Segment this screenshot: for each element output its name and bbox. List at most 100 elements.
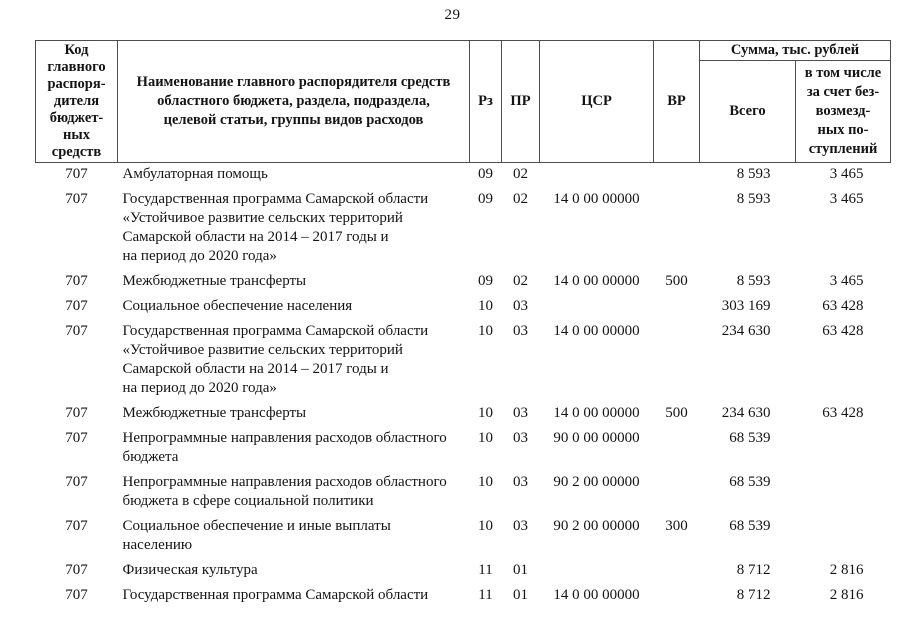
table-row: 707 Социальное обеспечение и иные выплаты… <box>36 515 891 559</box>
table-row: 707 Социальное обеспечение населения 10 03 3… <box>36 295 891 320</box>
cell-pr: 03 <box>513 323 528 339</box>
cell-rz: 09 <box>478 166 493 182</box>
cell-pr: 02 <box>513 166 528 182</box>
cell-rz: 11 <box>478 562 493 578</box>
cell-vr: 500 <box>665 273 688 289</box>
cell-pr: 01 <box>513 562 528 578</box>
table-row: 707 Государственная программа Самарской о… <box>36 188 891 270</box>
header-row-top: Код главного распоря- дителя бюджет- ных… <box>35 40 892 163</box>
cell-vr <box>654 163 700 189</box>
cell-pr: 03 <box>513 298 528 314</box>
cell-csr: 14 0 00 00000 <box>553 323 640 339</box>
cell-csr <box>540 163 654 189</box>
cell-total: 8 593 <box>736 273 771 289</box>
col-header-rz: Рз <box>469 40 502 163</box>
header-row-sub: Всего в том числе за счет без- возмезд- … <box>36 60 892 163</box>
cell-total: 234 630 <box>721 405 771 421</box>
cell-vr: 300 <box>665 518 688 534</box>
cell-rz: 10 <box>478 474 493 490</box>
cell-rz: 10 <box>478 518 493 534</box>
cell-code: 707 <box>65 587 88 603</box>
col-header-name: Наименование главного распорядителя сред… <box>117 40 470 163</box>
cell-pr: 02 <box>513 273 528 289</box>
table-row: 707 Физическая культура 11 01 8 712 2 816 <box>36 559 891 584</box>
table-row: 707 Амбулаторная помощь 09 02 8 593 3 465 <box>36 163 891 189</box>
cell-name: Межбюджетные трансферты <box>122 273 307 289</box>
col-header-sum-group: Сумма, тыс. рублей <box>698 40 892 61</box>
cell-total: 8 712 <box>736 587 771 603</box>
cell-gratuitous <box>796 515 891 559</box>
cell-gratuitous: 3 465 <box>829 273 864 289</box>
col-header-total: Всего <box>699 60 796 163</box>
cell-gratuitous: 63 428 <box>822 405 864 421</box>
cell-gratuitous <box>796 471 891 515</box>
cell-gratuitous: 63 428 <box>822 323 864 339</box>
cell-total: 68 539 <box>729 430 771 446</box>
cell-vr <box>654 295 700 320</box>
cell-code: 707 <box>65 405 88 421</box>
cell-csr: 14 0 00 00000 <box>553 191 640 207</box>
table-row: 707 Межбюджетные трансферты 09 02 14 0 00 00… <box>36 270 891 295</box>
cell-pr: 01 <box>513 587 528 603</box>
cell-vr <box>654 584 700 609</box>
table-row: 707 Непрограммные направления расходов об… <box>36 427 891 471</box>
cell-name: Физическая культура <box>122 562 258 578</box>
budget-table-body: 707 Амбулаторная помощь 09 02 8 593 3 465 707 Г… <box>36 163 891 610</box>
cell-csr: 14 0 00 00000 <box>553 587 640 603</box>
cell-name: Межбюджетные трансферты <box>122 405 307 421</box>
cell-total: 8 593 <box>736 191 771 207</box>
cell-gratuitous: 63 428 <box>822 298 864 314</box>
cell-code: 707 <box>65 166 88 182</box>
cell-code: 707 <box>65 323 88 339</box>
cell-total: 234 630 <box>721 323 771 339</box>
cell-pr: 03 <box>513 405 528 421</box>
cell-code: 707 <box>65 191 88 207</box>
cell-name: Государственная программа Самарской обла… <box>122 191 429 264</box>
cell-code: 707 <box>65 518 88 534</box>
table-row: 707 Государственная программа Самарской о… <box>36 320 891 402</box>
cell-code: 707 <box>65 430 88 446</box>
cell-code: 707 <box>65 474 88 490</box>
cell-gratuitous: 3 465 <box>829 191 864 207</box>
cell-csr <box>540 559 654 584</box>
cell-name: Непрограммные направления расходов облас… <box>122 474 447 509</box>
cell-pr: 03 <box>513 474 528 490</box>
col-header-gratuitous: в том числе за счет без- возмезд- ных по… <box>794 60 892 163</box>
cell-csr: 90 2 00 00000 <box>553 518 640 534</box>
cell-csr: 14 0 00 00000 <box>553 273 640 289</box>
cell-vr <box>654 471 700 515</box>
cell-gratuitous <box>796 427 891 471</box>
cell-vr: 500 <box>665 405 688 421</box>
cell-code: 707 <box>65 562 88 578</box>
cell-csr: 14 0 00 00000 <box>553 405 640 421</box>
cell-name: Социальное обеспечение и иные выплаты на… <box>122 518 391 553</box>
cell-total: 68 539 <box>729 518 771 534</box>
budget-table: Код главного распоря- дителя бюджет- ных… <box>35 40 892 610</box>
cell-total: 68 539 <box>729 474 771 490</box>
cell-total: 8 712 <box>736 562 771 578</box>
col-header-csr: ЦСР <box>539 40 654 163</box>
cell-csr: 90 0 00 00000 <box>553 430 640 446</box>
cell-pr: 03 <box>513 430 528 446</box>
cell-name: Непрограммные направления расходов облас… <box>122 430 447 465</box>
cell-name: Государственная программа Самарской обла… <box>122 587 429 603</box>
cell-csr: 90 2 00 00000 <box>553 474 640 490</box>
cell-name: Амбулаторная помощь <box>122 166 268 182</box>
cell-vr <box>654 427 700 471</box>
cell-name: Государственная программа Самарской обла… <box>122 323 429 396</box>
cell-pr: 02 <box>513 191 528 207</box>
cell-name: Социальное обеспечение населения <box>122 298 353 314</box>
cell-rz: 09 <box>478 273 493 289</box>
cell-gratuitous: 2 816 <box>829 587 864 603</box>
cell-rz: 10 <box>478 323 493 339</box>
cell-rz: 10 <box>478 430 493 446</box>
budget-table-header: Код главного распоря- дителя бюджет- ных… <box>35 40 892 163</box>
cell-rz: 10 <box>478 298 493 314</box>
cell-gratuitous: 2 816 <box>829 562 864 578</box>
cell-total: 8 593 <box>736 166 771 182</box>
cell-pr: 03 <box>513 518 528 534</box>
table-row: 707 Межбюджетные трансферты 10 03 14 0 00 00… <box>36 402 891 427</box>
table-row: 707 Государственная программа Самарской о… <box>36 584 891 609</box>
cell-code: 707 <box>65 298 88 314</box>
table-row: 707 Непрограммные направления расходов об… <box>36 471 891 515</box>
